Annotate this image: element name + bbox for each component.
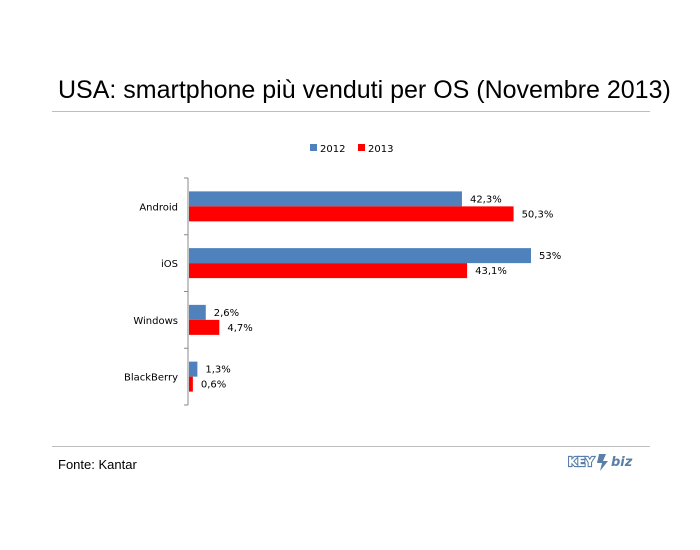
bar-chart: Android 42,3% 50,3% iOS 53% 43,1% Windows 2,6% 4…: [124, 144, 561, 406]
data-label-2012-blackberry: 1,3%: [205, 365, 230, 376]
bar-2012-blackberry: [189, 361, 198, 377]
bar-2013-blackberry: [189, 376, 193, 392]
svg-text:biz: biz: [611, 455, 633, 470]
source-note: Fonte: Kantar: [58, 457, 137, 472]
data-label-2013-windows: 4,7%: [227, 323, 252, 334]
footer-divider: [52, 446, 650, 447]
bar-2013-ios: [189, 263, 468, 279]
legend-swatch-2012: [310, 144, 317, 151]
bar-2013-android: [189, 206, 514, 222]
svg-text:KEY: KEY: [568, 455, 594, 469]
bar-2012-ios: [189, 248, 531, 264]
category-label-ios: iOS: [161, 259, 178, 270]
category-label-windows: Windows: [133, 316, 178, 327]
data-label-2012-ios: 53%: [539, 251, 561, 262]
legend-label-2012: 2012: [320, 144, 345, 155]
data-label-2013-ios: 43,1%: [475, 266, 507, 277]
title-divider: [52, 111, 650, 112]
legend-swatch-2013: [358, 144, 365, 151]
data-label-2013-blackberry: 0,6%: [201, 380, 226, 391]
page-title: USA: smartphone più venduti per OS (Nove…: [58, 76, 671, 104]
category-label-android: Android: [139, 202, 178, 213]
bar-2012-windows: [189, 304, 206, 320]
bar-2012-android: [189, 191, 462, 207]
bar-2013-windows: [189, 319, 220, 335]
data-label-2012-windows: 2,6%: [214, 308, 239, 319]
data-label-2012-android: 42,3%: [470, 194, 502, 205]
category-label-blackberry: BlackBerry: [124, 373, 178, 384]
legend-label-2013: 2013: [368, 144, 393, 155]
data-label-2013-android: 50,3%: [522, 209, 554, 220]
logo-mark-icon: [597, 454, 608, 471]
key4biz-logo: KEY biz: [567, 454, 633, 471]
